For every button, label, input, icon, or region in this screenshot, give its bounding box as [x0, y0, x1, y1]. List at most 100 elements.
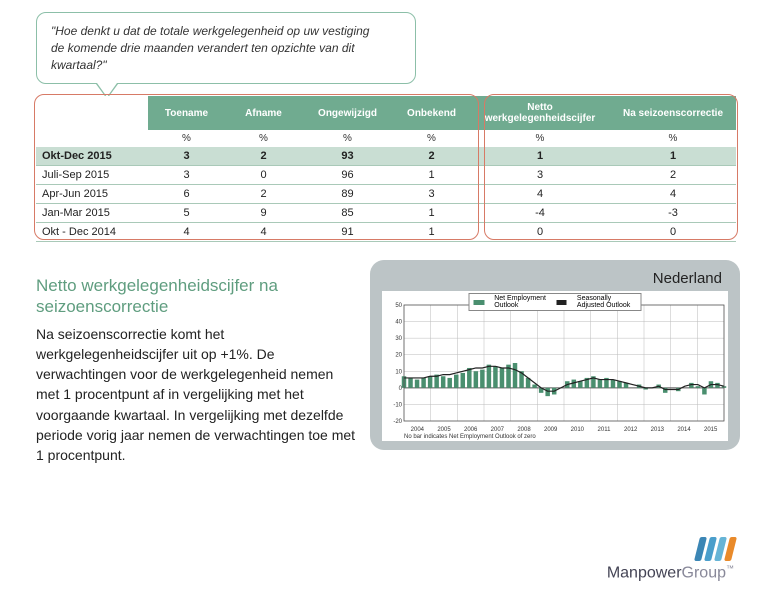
table-unit-cell: %	[470, 130, 610, 147]
row-label: Okt - Dec 2014	[36, 223, 148, 242]
table-unit-cell: %	[610, 130, 736, 147]
table-unit-row: %%%%%%	[36, 130, 736, 147]
table-cell: 9	[225, 204, 302, 223]
table-row: Okt-Dec 20153293211	[36, 147, 736, 166]
table-unit-cell: %	[225, 130, 302, 147]
logo-name: ManpowerGroup™	[607, 564, 734, 582]
table-cell: 4	[148, 223, 225, 242]
logo-name-2: Group	[682, 564, 726, 581]
svg-text:2015: 2015	[704, 427, 718, 433]
svg-text:2010: 2010	[571, 427, 585, 433]
manpower-logo: ManpowerGroup™	[607, 537, 734, 582]
svg-text:2007: 2007	[491, 427, 505, 433]
legend-label-1: Net Employment Outlook	[494, 295, 546, 309]
table-header-cell: Afname	[225, 96, 302, 130]
logo-bars	[697, 537, 734, 561]
svg-text:2014: 2014	[677, 427, 691, 433]
table-cell: 1	[393, 166, 470, 185]
table-cell: 0	[225, 166, 302, 185]
svg-text:2006: 2006	[464, 427, 478, 433]
svg-text:2012: 2012	[624, 427, 638, 433]
chart-area: Net Employment Outlook Seasonally Adjust…	[382, 291, 728, 441]
explanation-heading: Netto werkgelegenheidscijfer na seizoens…	[36, 275, 356, 318]
row-label: Juli-Sep 2015	[36, 166, 148, 185]
svg-text:2004: 2004	[411, 427, 425, 433]
table-header-row: ToenameAfnameOngewijzigdOnbekendNetto we…	[36, 96, 736, 130]
chart-svg: -20-100102030405020042005200620072008200…	[382, 291, 728, 441]
explanation-text: Netto werkgelegenheidscijfer na seizoens…	[36, 275, 356, 466]
table-cell: 2	[610, 166, 736, 185]
table-cell: -3	[610, 204, 736, 223]
table-cell: 6	[148, 185, 225, 204]
svg-text:50: 50	[395, 303, 402, 309]
table-cell: 0	[470, 223, 610, 242]
svg-text:2013: 2013	[651, 427, 665, 433]
quote-line1: "Hoe denkt u dat de totale werkgelegenhe…	[51, 24, 369, 38]
table-cell: 5	[148, 204, 225, 223]
table-row: Juli-Sep 20153096132	[36, 166, 736, 185]
svg-text:2011: 2011	[598, 427, 612, 433]
svg-text:-20: -20	[393, 419, 402, 425]
table-cell: 89	[302, 185, 393, 204]
table-header-cell: Na seizoenscorrectie	[610, 96, 736, 130]
table-cell: -4	[470, 204, 610, 223]
data-table-container: ToenameAfnameOngewijzigdOnbekendNetto we…	[36, 96, 736, 242]
svg-text:2009: 2009	[544, 427, 558, 433]
table-unit-cell	[36, 130, 148, 147]
table-cell: 1	[470, 147, 610, 166]
table-cell: 3	[470, 166, 610, 185]
quote-line2: de komende drie maanden verandert ten op…	[51, 41, 355, 72]
row-label: Apr-Jun 2015	[36, 185, 148, 204]
table-cell: 4	[470, 185, 610, 204]
table-cell: 91	[302, 223, 393, 242]
svg-text:40: 40	[395, 320, 402, 326]
table-cell: 3	[393, 185, 470, 204]
table-cell: 96	[302, 166, 393, 185]
table-row: Okt - Dec 20144491100	[36, 223, 736, 242]
table-cell: 0	[610, 223, 736, 242]
table-body: Okt-Dec 20153293211Juli-Sep 20153096132A…	[36, 147, 736, 242]
table-header-cell: Toename	[148, 96, 225, 130]
table-cell: 2	[225, 185, 302, 204]
logo-name-1: Manpower	[607, 564, 682, 581]
table-cell: 85	[302, 204, 393, 223]
chart-panel: Nederland Net Employment Outlook Seasona…	[370, 260, 740, 450]
svg-text:20: 20	[395, 353, 402, 359]
legend-label-2: Seasonally Adjusted Outlook	[577, 295, 637, 309]
row-label: Okt-Dec 2015	[36, 147, 148, 166]
table-cell: 3	[148, 147, 225, 166]
table-cell: 2	[225, 147, 302, 166]
table-header-cell: Netto werkgelegenheidscijfer	[470, 96, 610, 130]
row-label: Jan-Mar 2015	[36, 204, 148, 223]
table-unit-cell: %	[302, 130, 393, 147]
table-cell: 1	[393, 204, 470, 223]
table-header-cell: Onbekend	[393, 96, 470, 130]
chart-footnote: No bar indicates Net Employment Outlook …	[404, 434, 536, 440]
table-row: Apr-Jun 20156289344	[36, 185, 736, 204]
svg-text:30: 30	[395, 336, 402, 342]
table-header-cell: Ongewijzigd	[302, 96, 393, 130]
logo-tm: ™	[726, 564, 734, 573]
chart-legend: Net Employment Outlook Seasonally Adjust…	[469, 293, 642, 311]
table-unit-cell: %	[148, 130, 225, 147]
table-cell: 4	[225, 223, 302, 242]
table-row: Jan-Mar 201559851-4-3	[36, 204, 736, 223]
question-quote: "Hoe denkt u dat de totale werkgelegenhe…	[36, 12, 416, 84]
table-cell: 1	[610, 147, 736, 166]
legend-swatch-2	[556, 300, 567, 305]
table-cell: 2	[393, 147, 470, 166]
table-unit-cell: %	[393, 130, 470, 147]
table-cell: 1	[393, 223, 470, 242]
table-cell: 3	[148, 166, 225, 185]
svg-text:2008: 2008	[517, 427, 531, 433]
table-cell: 4	[610, 185, 736, 204]
employment-table: ToenameAfnameOngewijzigdOnbekendNetto we…	[36, 96, 736, 242]
svg-text:2005: 2005	[437, 427, 451, 433]
table-cell: 93	[302, 147, 393, 166]
chart-title: Nederland	[382, 270, 728, 287]
svg-text:-10: -10	[393, 402, 402, 408]
explanation-body: Na seizoenscorrectie komt het werkgelege…	[36, 324, 356, 466]
svg-text:10: 10	[395, 369, 402, 375]
legend-swatch-1	[474, 300, 485, 305]
table-header-cell	[36, 96, 148, 130]
